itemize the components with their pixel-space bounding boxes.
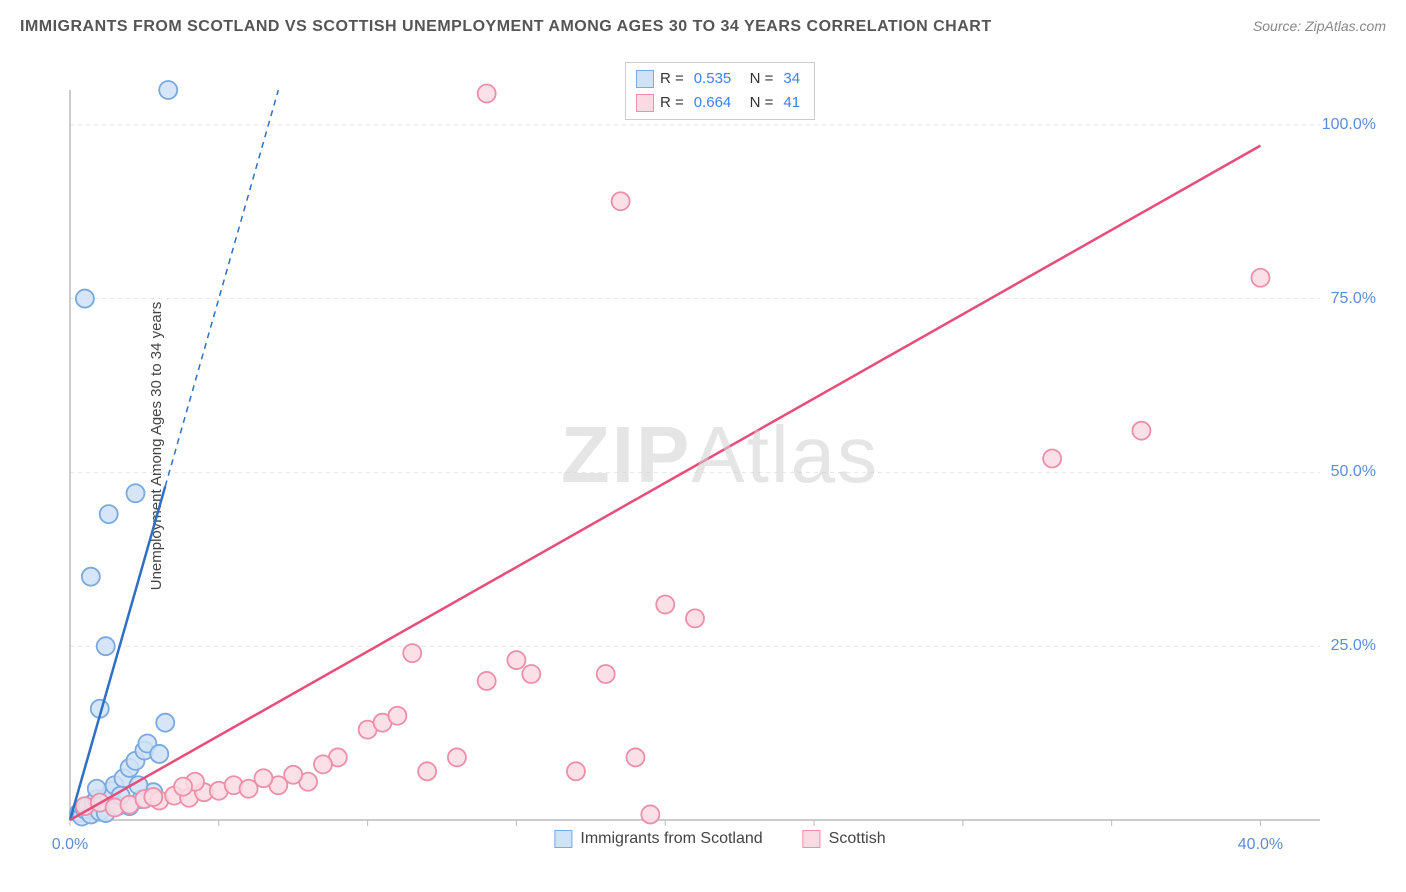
chart-title: IMMIGRANTS FROM SCOTLAND VS SCOTTISH UNE… — [20, 18, 992, 36]
plot-svg — [60, 60, 1380, 850]
x-tick-label: 40.0% — [1238, 836, 1283, 854]
legend-item-series2: Scottish — [803, 830, 886, 848]
stats-row-series1: R = 0.535 N = 34 — [636, 67, 804, 91]
swatch-series1 — [636, 70, 654, 88]
swatch-series2 — [636, 94, 654, 112]
correlation-chart: IMMIGRANTS FROM SCOTLAND VS SCOTTISH UNE… — [0, 0, 1406, 892]
x-tick-label: 0.0% — [52, 836, 88, 854]
plot-area: ZIPAtlas R = 0.535 N = 34 R = 0.664 N = … — [60, 60, 1380, 850]
stats-legend: R = 0.535 N = 34 R = 0.664 N = 41 — [625, 62, 815, 120]
series-legend: Immigrants from Scotland Scottish — [554, 830, 885, 848]
source-label: Source: ZipAtlas.com — [1253, 18, 1386, 34]
stats-row-series2: R = 0.664 N = 41 — [636, 91, 804, 115]
y-tick-label: 50.0% — [1331, 463, 1376, 481]
legend-swatch-series1 — [554, 830, 572, 848]
legend-item-series1: Immigrants from Scotland — [554, 830, 762, 848]
legend-swatch-series2 — [803, 830, 821, 848]
y-tick-label: 100.0% — [1322, 116, 1376, 134]
y-tick-label: 75.0% — [1331, 290, 1376, 308]
y-tick-label: 25.0% — [1331, 637, 1376, 655]
